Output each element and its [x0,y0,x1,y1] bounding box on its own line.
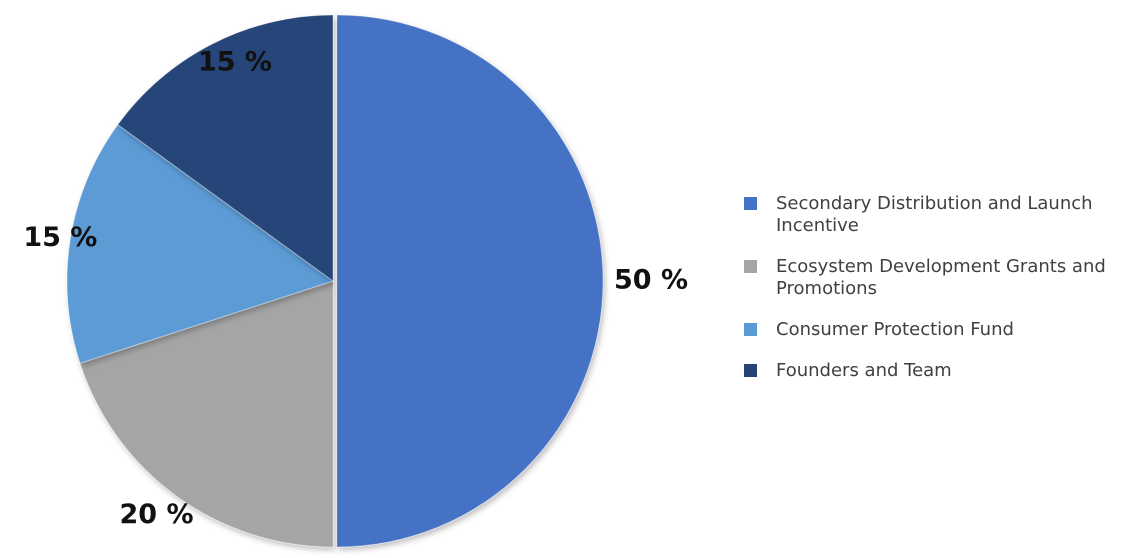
pie-slice-consumer-protection [66,123,335,364]
pie-slice-founders-team [117,14,334,282]
legend-label: Secondary Distribution and Launch Incent… [776,193,1093,236]
legend-item-ecosystem-development: Ecosystem Development Grants and Promoti… [744,256,1124,300]
data-label-secondary-distribution: 50 % [614,265,688,296]
legend: Secondary Distribution and Launch Incent… [744,193,1124,401]
data-label-consumer-protection: 15 % [23,222,97,253]
legend-swatch [744,260,757,273]
legend-label: Ecosystem Development Grants and Promoti… [776,256,1106,299]
legend-item-consumer-protection: Consumer Protection Fund [744,319,1124,341]
data-label-founders-team: 15 % [198,46,272,77]
legend-item-secondary-distribution: Secondary Distribution and Launch Incent… [744,193,1124,237]
legend-label: Consumer Protection Fund [776,319,1014,340]
legend-label: Founders and Team [776,360,952,381]
pie-slice-secondary-distribution [336,14,604,548]
legend-swatch [744,364,757,377]
legend-swatch [744,197,757,210]
pie-plot-area: 50 % 20 % 15 % 15 % [23,14,688,548]
legend-swatch [744,323,757,336]
pie-slice-ecosystem-development [79,280,334,548]
data-label-ecosystem-development: 20 % [120,499,194,530]
legend-item-founders-team: Founders and Team [744,360,1124,382]
